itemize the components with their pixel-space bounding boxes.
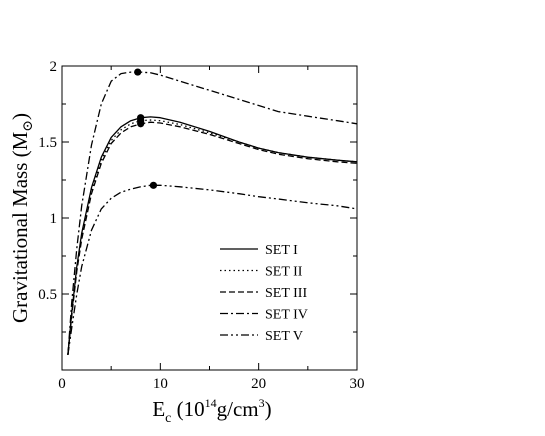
y-axis-title: Gravitational Mass (M⊙) xyxy=(8,113,36,323)
axis-ticks: 0 10 20 30 0.5 1 1.5 2 xyxy=(38,59,364,392)
x-axis-title: Ec (1014g/cm3) xyxy=(152,396,271,426)
y-tick-label: 1.5 xyxy=(38,135,57,151)
series-line-set-iii xyxy=(67,121,358,355)
series-line-set-v xyxy=(67,184,358,355)
plot-area xyxy=(61,65,358,371)
y-tick-label: 0.5 xyxy=(38,287,57,303)
legend: SET I SET II SET III SET IV SET V xyxy=(220,243,308,344)
series-line-set-i xyxy=(67,116,358,355)
max-mass-point-set-v xyxy=(149,181,158,189)
series-layer xyxy=(67,71,358,355)
maximum-mass-markers xyxy=(134,68,158,189)
x-tick-label: 10 xyxy=(153,376,168,392)
y-tick-label: 1 xyxy=(50,211,58,227)
y-tick-label: 2 xyxy=(50,59,58,75)
series-line-set-iv xyxy=(67,71,358,355)
x-tick-label: 0 xyxy=(58,376,66,392)
max-mass-point-set-iii xyxy=(137,120,145,128)
legend-label-set-ii: SET II xyxy=(265,265,303,280)
legend-label-set-i: SET I xyxy=(265,243,298,258)
legend-label-set-iii: SET III xyxy=(265,286,307,301)
series-line-set-ii xyxy=(67,119,358,355)
x-tick-label: 30 xyxy=(350,376,365,392)
legend-label-set-iv: SET IV xyxy=(265,308,308,323)
plot-frame xyxy=(61,65,358,371)
max-mass-point-set-iv xyxy=(134,68,142,76)
x-tick-label: 20 xyxy=(251,376,266,392)
legend-label-set-v: SET V xyxy=(265,329,303,344)
